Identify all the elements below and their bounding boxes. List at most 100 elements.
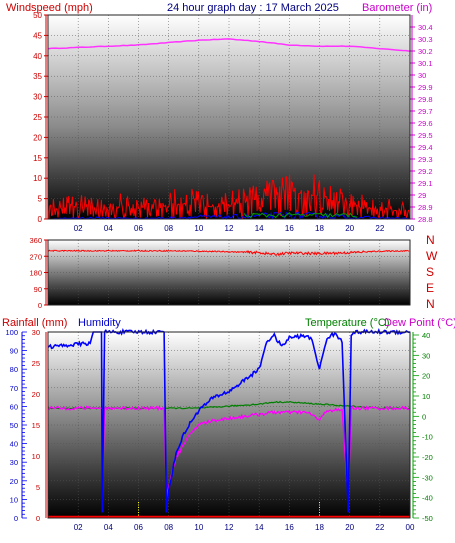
x-tick-label: 18 xyxy=(315,523,324,532)
barometer-line xyxy=(47,38,411,52)
x-tick-label: 22 xyxy=(375,523,384,532)
direction-chart-frame xyxy=(47,239,411,306)
rainfall-tick-label: 5 xyxy=(36,483,40,492)
humidity-tick-label: 40 xyxy=(10,440,18,449)
direction-chart-series xyxy=(48,249,410,257)
x-tick-label: 16 xyxy=(285,523,294,532)
direction-tick-label: 360 xyxy=(29,236,42,245)
direction-letter: S xyxy=(426,265,434,279)
temperature-tick-label: 40 xyxy=(422,331,430,340)
windspeed-tick-label: 45 xyxy=(33,31,42,40)
rainfall-axis-label: Rainfall (mm) xyxy=(2,317,67,329)
x-tick-label: 08 xyxy=(164,224,173,233)
direction-ticks: 0 90 180 270 360 xyxy=(29,236,48,310)
x-tick-label: 20 xyxy=(345,224,354,233)
x-tick-label: 16 xyxy=(285,224,294,233)
direction-letter: W xyxy=(426,249,438,263)
barometer-tick-label: 29.4 xyxy=(418,143,433,152)
rainfall-tick-label: 0 xyxy=(36,514,40,523)
windspeed-tick-label: 40 xyxy=(33,52,42,61)
x-tick-label: 22 xyxy=(375,224,384,233)
wind-chart-series xyxy=(47,38,411,221)
barometer-tick-label: 29.8 xyxy=(418,95,433,104)
humidity-tick-label: 80 xyxy=(10,365,18,374)
temperature-tick-label: 10 xyxy=(422,392,430,401)
temperature-tick-label: -20 xyxy=(422,453,433,462)
x-tick-label: 20 xyxy=(345,523,354,532)
x-tick-label: 18 xyxy=(315,224,324,233)
rainfall-tick-label: 15 xyxy=(32,421,40,430)
humidity-rain-ticks: 0 10 20 30 40 50 60 70 80 90 100 0 5 10 15 20 25 30 xyxy=(5,328,47,523)
windspeed-tick-label: 35 xyxy=(33,72,42,81)
barometer-tick-label: 30.1 xyxy=(418,59,433,68)
x-tick-label: 10 xyxy=(194,523,203,532)
windspeed-tick-label: 0 xyxy=(38,215,43,224)
barometer-tick-label: 29.3 xyxy=(418,155,433,164)
humidity-tick-label: 0 xyxy=(14,514,18,523)
direction-letter: E xyxy=(426,281,434,295)
direction-letter: N xyxy=(426,297,435,311)
temperature-tick-label: 30 xyxy=(422,351,430,360)
wind-chart-frame xyxy=(47,14,411,220)
barometer-tick-label: 29 xyxy=(418,191,426,200)
windspeed-tick-label: 25 xyxy=(33,113,42,122)
barometer-axis-label: Barometer (in) xyxy=(362,2,432,14)
x-tick-label: 08 xyxy=(164,523,173,532)
temp-chart-x-ticks: 02 04 06 08 10 12 14 16 18 20 22 00 xyxy=(74,523,415,532)
direction-tick-label: 90 xyxy=(34,285,42,294)
temperature-axis-label: Temperature (°C) xyxy=(305,317,389,329)
barometer-tick-label: 30.2 xyxy=(418,47,433,56)
temp-chart-frame xyxy=(47,331,411,519)
dewpoint-axis-label: Dew Point (°C) xyxy=(384,317,455,329)
windspeed-tick-label: 50 xyxy=(33,11,42,20)
barometer-tick-label: 30.3 xyxy=(418,35,433,44)
barometer-tick-label: 29.1 xyxy=(418,179,433,188)
temperature-tick-label: -10 xyxy=(422,433,433,442)
rainfall-tick-label: 20 xyxy=(32,390,40,399)
windspeed-tick-label: 5 xyxy=(38,195,43,204)
temperature-tick-label: -30 xyxy=(422,473,433,482)
humidity-axis-label: Humidity xyxy=(78,317,121,329)
rainfall-tick-label: 25 xyxy=(32,359,40,368)
direction-line xyxy=(48,249,410,257)
x-tick-label: 04 xyxy=(104,224,113,233)
humidity-tick-label: 50 xyxy=(10,421,18,430)
direction-letter: N xyxy=(426,233,435,247)
humidity-tick-label: 20 xyxy=(10,477,18,486)
direction-tick-label: 270 xyxy=(29,252,42,261)
barometer-tick-label: 30.4 xyxy=(418,23,433,32)
temperature-tick-label: -40 xyxy=(422,494,433,503)
direction-tick-label: 0 xyxy=(38,301,42,310)
x-tick-label: 00 xyxy=(406,224,415,233)
temperature-tick-label: -50 xyxy=(422,514,433,523)
chart-title: 24 hour graph day : 17 March 2025 xyxy=(167,2,339,14)
barometer-tick-label: 29.9 xyxy=(418,83,433,92)
x-tick-label: 04 xyxy=(104,523,113,532)
windspeed-ticks: 0 5 10 15 20 25 30 35 40 45 50 xyxy=(33,11,48,224)
x-tick-label: 02 xyxy=(74,523,83,532)
x-tick-label: 12 xyxy=(225,224,234,233)
wind-average-line xyxy=(243,212,358,219)
humidity-tick-label: 30 xyxy=(10,458,18,467)
rainfall-tick-label: 30 xyxy=(32,328,40,337)
x-tick-label: 12 xyxy=(225,523,234,532)
temperature-ticks: -50 -40 -30 -20 -10 0 10 20 30 40 xyxy=(412,331,433,523)
barometer-tick-label: 28.8 xyxy=(418,215,433,224)
windspeed-line xyxy=(47,174,411,220)
x-tick-label: 14 xyxy=(255,523,264,532)
barometer-tick-label: 30 xyxy=(418,71,426,80)
humidity-tick-label: 100 xyxy=(5,328,18,337)
humidity-tick-label: 70 xyxy=(10,384,18,393)
windspeed-tick-label: 10 xyxy=(33,174,42,183)
windspeed-tick-label: 20 xyxy=(33,133,42,142)
x-tick-label: 06 xyxy=(134,224,143,233)
barometer-ticks: 28.8 28.9 29 29.1 29.2 29.3 29.4 29.5 29.6 29.7 29… xyxy=(410,15,433,224)
rainfall-tick-label: 10 xyxy=(32,452,40,461)
humidity-tick-label: 60 xyxy=(10,402,18,411)
x-tick-label: 10 xyxy=(194,224,203,233)
barometer-tick-label: 29.7 xyxy=(418,107,433,116)
barometer-tick-label: 29.5 xyxy=(418,131,433,140)
temperature-tick-label: 20 xyxy=(422,372,430,381)
